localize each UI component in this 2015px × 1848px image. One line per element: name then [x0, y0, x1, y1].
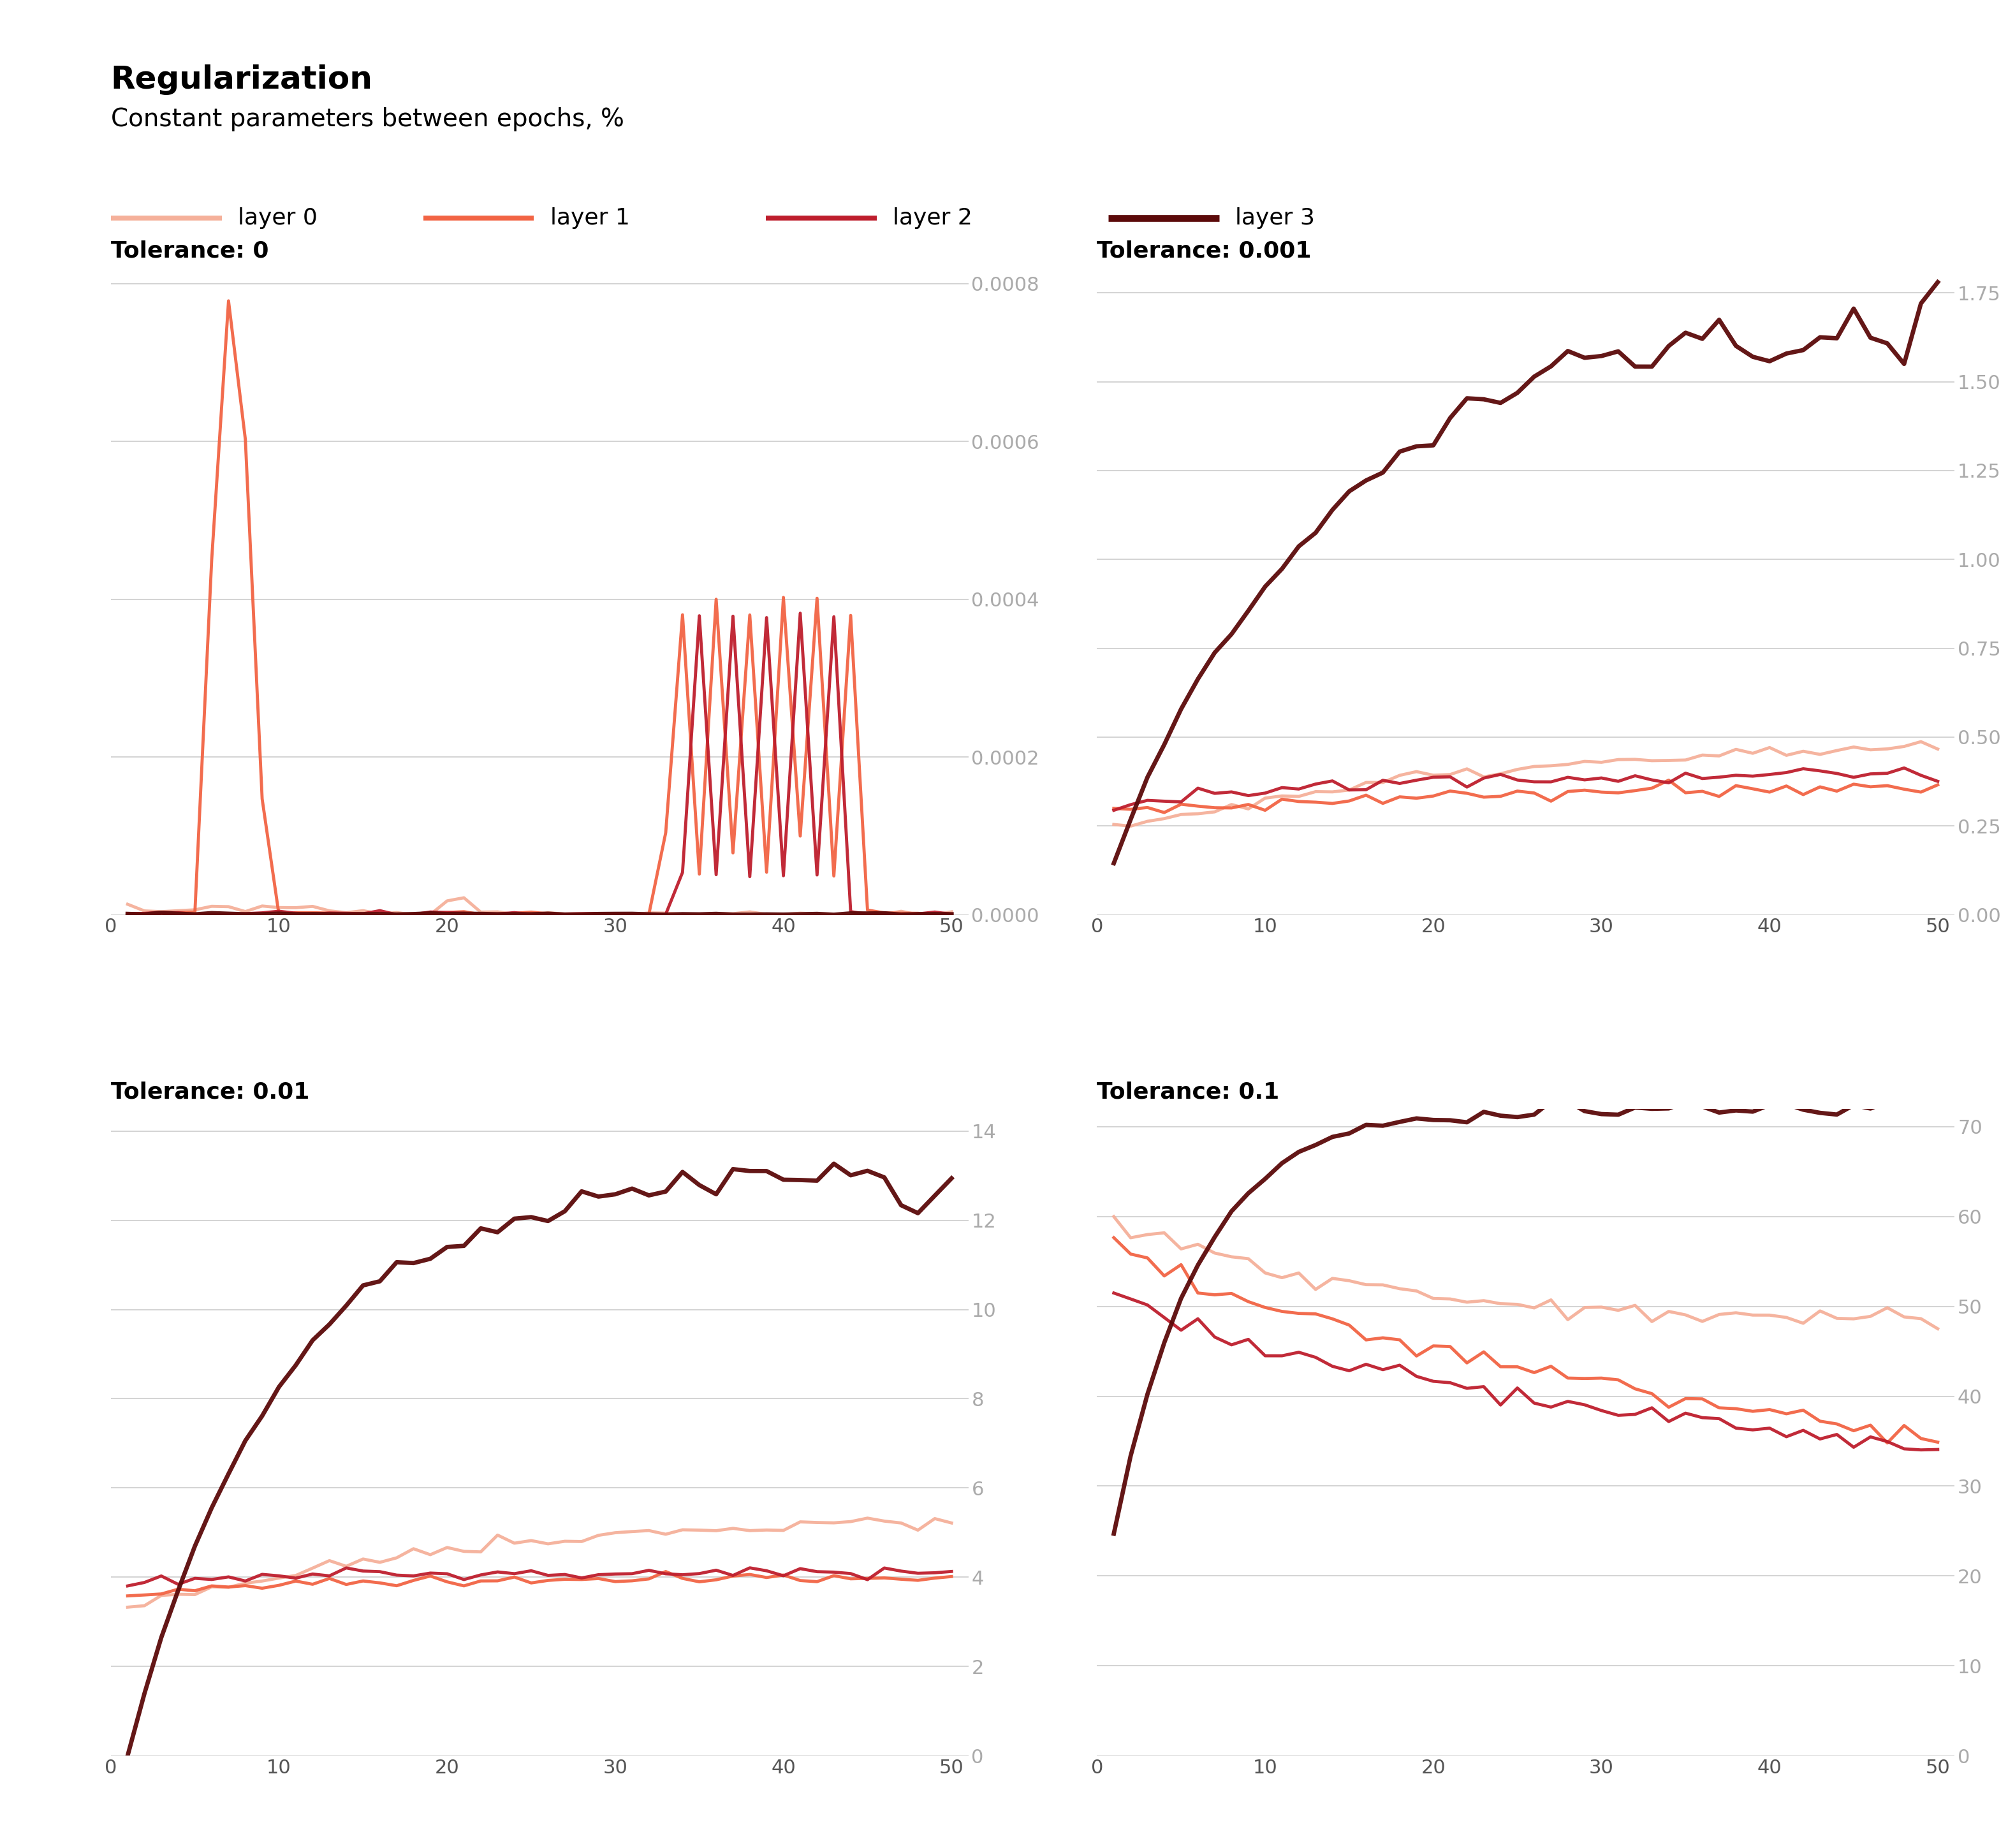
Text: Tolerance: 0.01: Tolerance: 0.01 — [111, 1081, 310, 1103]
Text: Tolerance: 0: Tolerance: 0 — [111, 240, 268, 262]
Text: layer 1: layer 1 — [550, 207, 631, 229]
Text: layer 0: layer 0 — [238, 207, 318, 229]
Text: layer 2: layer 2 — [893, 207, 973, 229]
Text: Tolerance: 0.001: Tolerance: 0.001 — [1096, 240, 1312, 262]
Text: Constant parameters between epochs, %: Constant parameters between epochs, % — [111, 107, 625, 131]
Text: Tolerance: 0.1: Tolerance: 0.1 — [1096, 1081, 1280, 1103]
Text: layer 3: layer 3 — [1235, 207, 1316, 229]
Text: Regularization: Regularization — [111, 65, 373, 96]
